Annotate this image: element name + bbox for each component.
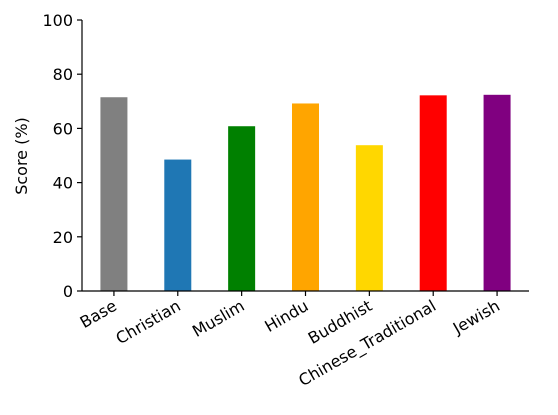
x-tick-label: Christian xyxy=(113,296,184,348)
bar-muslim xyxy=(228,126,256,291)
bar-jewish xyxy=(483,94,511,291)
bar-christian xyxy=(164,159,192,291)
y-tick-label: 60 xyxy=(53,119,73,138)
x-tick-label: Muslim xyxy=(189,296,248,341)
x-tick-label: Base xyxy=(77,296,120,332)
bars-group xyxy=(100,94,511,292)
x-tick-label: Jewish xyxy=(449,296,503,338)
bar-buddhist xyxy=(355,145,383,291)
y-tick-label: 0 xyxy=(63,282,73,301)
bar-base xyxy=(100,97,128,292)
bar-hindu xyxy=(292,103,319,291)
y-tick-label: 100 xyxy=(42,11,73,30)
x-tick-label: Hindu xyxy=(261,296,311,336)
y-ticks-group: 0 20 40 60 80 100 xyxy=(42,11,82,301)
y-tick-label: 20 xyxy=(53,228,73,247)
bar-chinese-traditional xyxy=(419,95,447,291)
y-tick-label: 80 xyxy=(53,65,73,84)
y-tick-label: 40 xyxy=(53,174,73,193)
y-axis-label: Score (%) xyxy=(12,117,31,195)
